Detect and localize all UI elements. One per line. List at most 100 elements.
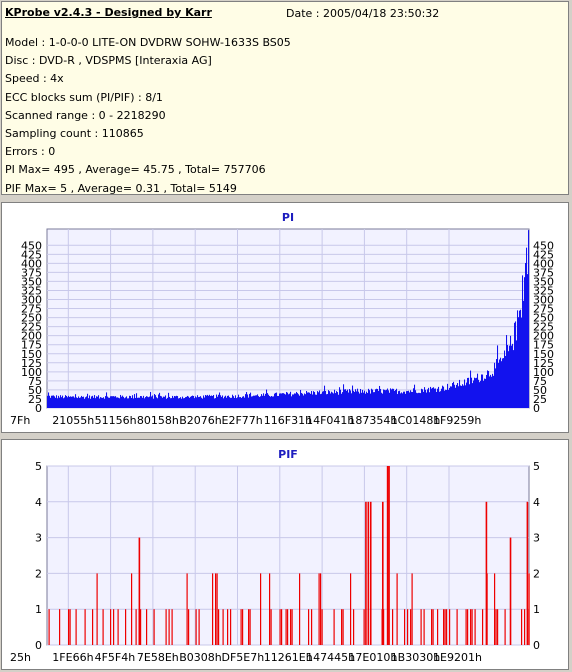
pi-bar: [181, 398, 183, 408]
pi-bar: [270, 396, 272, 408]
pif-bar: [281, 609, 283, 645]
pi-bar: [180, 397, 182, 408]
pi-bar: [229, 397, 231, 408]
pi-bar: [468, 377, 470, 408]
pi-bar: [461, 385, 463, 408]
pi-bar: [316, 394, 318, 408]
pif-bar: [110, 609, 112, 645]
pi-bar: [117, 397, 119, 408]
pi-bar: [197, 395, 199, 408]
pi-bar: [126, 396, 128, 408]
pi-bar: [192, 395, 194, 408]
pi-bar: [74, 397, 76, 408]
pi-bar: [320, 394, 322, 408]
y-tick-label-left: 200: [21, 330, 42, 343]
x-tick-label: 1C0148h: [391, 414, 441, 427]
pif-bar: [321, 609, 323, 645]
pi-bar: [429, 392, 431, 408]
pi-bar: [293, 394, 295, 408]
y-tick-label-left: 0: [35, 639, 42, 652]
pi-bar: [85, 397, 87, 408]
pi-bar: [335, 393, 337, 408]
pi-bar: [55, 397, 57, 408]
pi-bar: [372, 389, 374, 408]
y-tick-label-right: 125: [533, 357, 554, 370]
pi-bar: [518, 317, 520, 408]
pi-bar: [450, 386, 452, 408]
pif-spike: [485, 501, 488, 645]
pi-bar: [520, 309, 522, 408]
pif-bar: [59, 609, 61, 645]
pi-bar: [146, 396, 148, 408]
pi-bar: [194, 398, 196, 408]
y-tick-label-left: 175: [21, 339, 42, 352]
x-tick-label: 4F5F4h: [95, 651, 136, 664]
pi-bar: [305, 394, 307, 408]
pi-bar: [274, 393, 276, 408]
pif-chart-panel: PIF 0 0 1 1 2 2 3 3 4 4 5 5 25h 1FE66h 4F5F4h 7E58Eh B030…: [1, 439, 569, 670]
pi-bar: [95, 398, 97, 408]
pi-bar: [467, 377, 469, 408]
pi-bar: [299, 395, 301, 408]
pi-bar: [215, 398, 217, 408]
pi-bar: [75, 394, 77, 408]
x-tick-label: 11261Eh: [264, 651, 313, 664]
pi-bar: [228, 395, 230, 408]
pi-bar: [301, 392, 303, 408]
pif-bar: [140, 609, 142, 645]
pif-spike: [386, 466, 389, 645]
pi-bar: [224, 396, 226, 408]
pi-bar: [321, 393, 323, 408]
pi-bar: [497, 345, 499, 408]
pi-bar: [437, 388, 439, 408]
pi-bar: [406, 391, 408, 408]
pi-bar: [183, 398, 185, 408]
pi-bar: [68, 395, 70, 408]
pi-bar: [290, 391, 292, 408]
info-sampling-count: Sampling count : 110865: [5, 127, 144, 141]
pi-bar: [326, 394, 328, 408]
pi-bar: [401, 392, 403, 408]
pi-bar: [288, 394, 290, 408]
pi-bar: [225, 395, 227, 408]
pi-bar: [519, 310, 521, 408]
pi-bar: [380, 388, 382, 408]
pi-bar: [324, 385, 326, 408]
pi-bar: [184, 398, 186, 408]
pi-bar: [447, 383, 449, 408]
pi-bar: [84, 398, 86, 408]
pi-bar: [472, 383, 474, 408]
pi-bar: [169, 396, 171, 408]
pi-bar: [102, 397, 104, 408]
pif-bar: [96, 573, 98, 645]
pi-bar: [284, 393, 286, 408]
pi-bar: [138, 397, 140, 408]
pi-bar: [207, 394, 209, 408]
pi-bar: [410, 390, 412, 408]
pi-bar: [238, 394, 240, 408]
pi-bar: [140, 396, 142, 408]
disc-info-panel: KProbe v2.4.3 - Designed by Karr Date : …: [1, 1, 569, 195]
pi-bar: [283, 393, 285, 408]
y-tick-label-right: 100: [533, 366, 554, 379]
pi-bar: [269, 396, 271, 408]
pif-bar: [287, 609, 289, 645]
pi-bar: [230, 397, 232, 408]
pi-bar: [297, 393, 299, 408]
pi-bar: [483, 380, 485, 408]
y-tick-label-right: 3: [533, 532, 540, 545]
pi-bar: [420, 393, 422, 408]
pif-bar: [198, 609, 200, 645]
pi-bar: [456, 384, 458, 408]
pi-bar: [120, 394, 122, 408]
pif-bar: [474, 609, 476, 645]
pi-bar: [294, 393, 296, 408]
pi-bar: [248, 397, 250, 408]
y-tick-label-right: 325: [533, 284, 554, 297]
pif-bar: [92, 609, 94, 645]
pi-bar: [417, 393, 419, 408]
y-tick-label-left: 4: [35, 496, 42, 509]
pif-bar: [467, 609, 469, 645]
pi-bar: [103, 397, 105, 408]
pi-bar: [96, 396, 98, 408]
